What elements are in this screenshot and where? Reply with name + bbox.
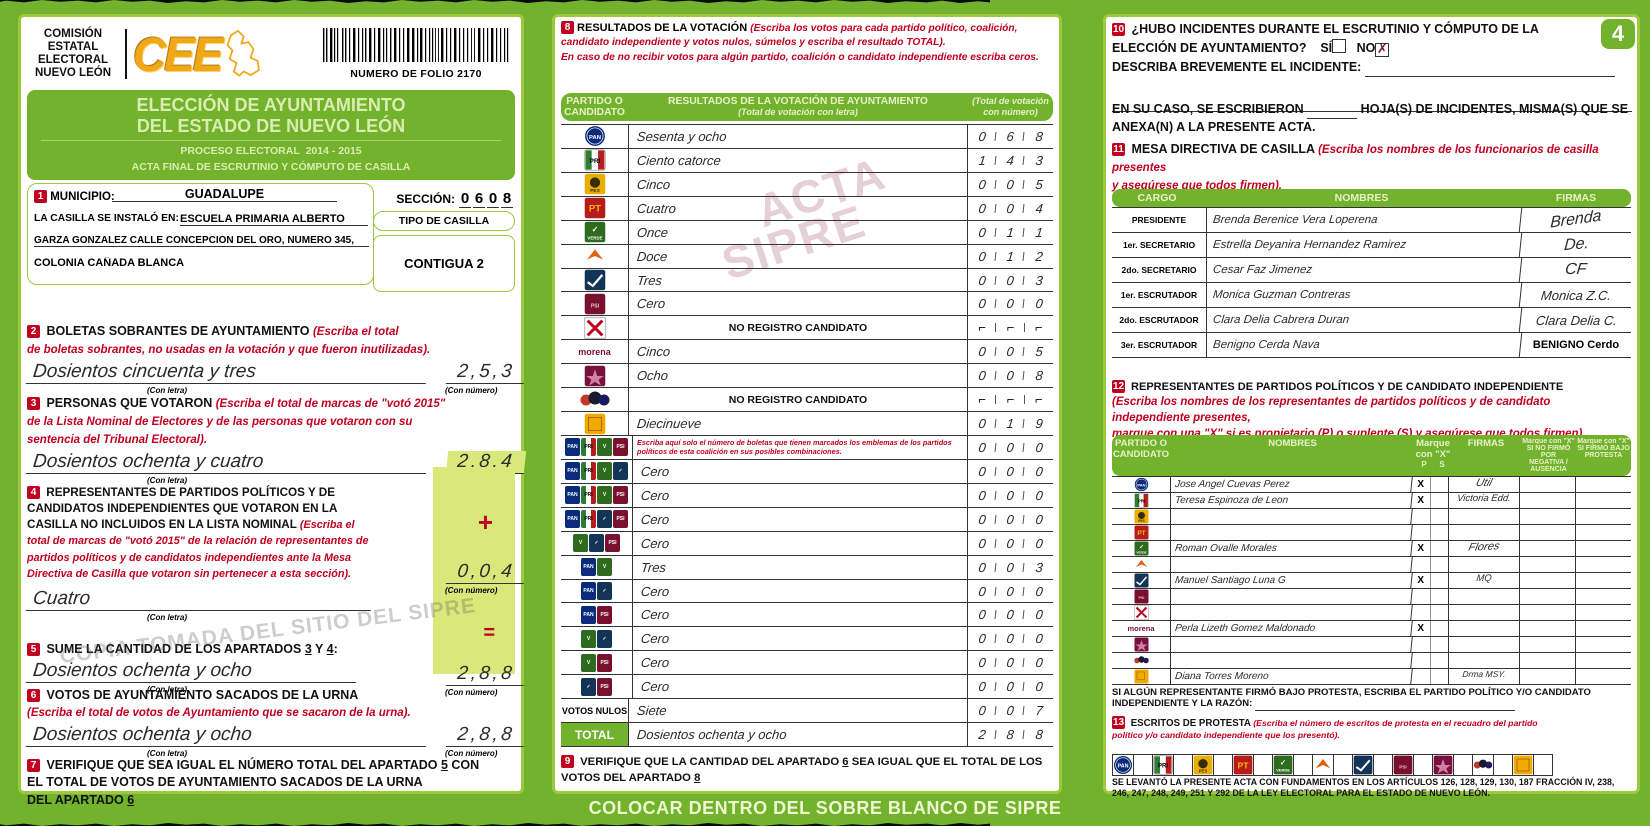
svg-text:PRI: PRI (589, 158, 600, 165)
svg-text:PT: PT (1137, 530, 1145, 537)
svg-text:PRI: PRI (1158, 764, 1168, 770)
svg-text:PAN: PAN (1137, 483, 1145, 488)
svg-text:VERDE: VERDE (1276, 768, 1290, 773)
svg-text:PSI: PSI (1138, 596, 1144, 600)
svg-text:PSI: PSI (590, 304, 599, 310)
svg-text:PES: PES (1138, 519, 1145, 523)
svg-text:✓: ✓ (1280, 758, 1286, 767)
svg-text:PAN: PAN (589, 135, 601, 141)
svg-text:✓: ✓ (591, 225, 598, 234)
svg-text:PES: PES (590, 188, 600, 194)
svg-text:PT: PT (588, 204, 600, 215)
svg-text:PRI: PRI (1137, 499, 1145, 504)
svg-text:VERDE: VERDE (587, 235, 602, 240)
svg-text:PAN: PAN (1118, 764, 1129, 770)
svg-text:VERDE: VERDE (1136, 551, 1146, 555)
svg-text:PES: PES (1199, 769, 1208, 774)
svg-text:PSI: PSI (1399, 765, 1407, 770)
svg-text:✓: ✓ (1139, 545, 1144, 551)
svg-text:PT: PT (1237, 761, 1249, 771)
